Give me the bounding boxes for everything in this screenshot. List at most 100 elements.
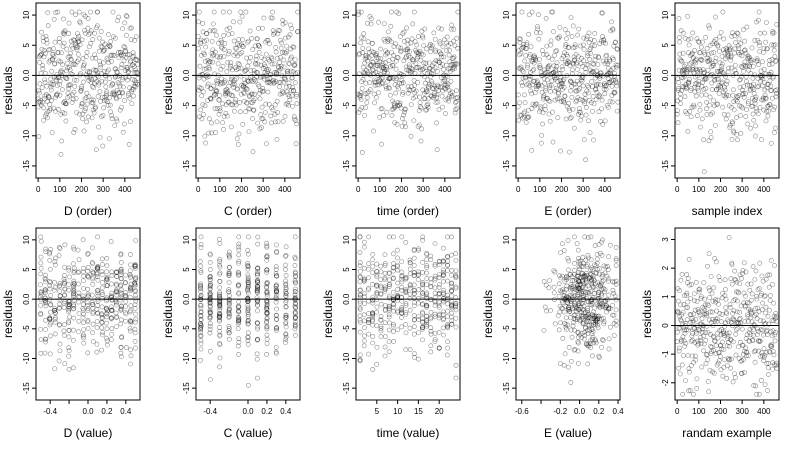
- x-tick-label: 200: [235, 185, 249, 194]
- scatter-point: [225, 90, 230, 96]
- x-tick-label: 5: [375, 407, 380, 416]
- scatter-point: [607, 59, 612, 64]
- scatter-point: [432, 262, 438, 267]
- scatter-point: [554, 64, 559, 69]
- scatter-point: [58, 68, 64, 73]
- scatter-point: [449, 318, 455, 324]
- scatter-point: [227, 9, 232, 15]
- scatter-point: [211, 83, 217, 89]
- scatter-point: [677, 371, 683, 377]
- scatter-point: [226, 265, 232, 270]
- scatter-point: [245, 280, 251, 286]
- scatter-point: [36, 134, 42, 140]
- scatter-point: [252, 91, 257, 97]
- scatter-point: [237, 51, 243, 57]
- scatter-point: [571, 45, 576, 51]
- scatter-point: [447, 59, 453, 65]
- scatter-point: [400, 89, 406, 95]
- scatter-point: [236, 303, 242, 309]
- scatter-point: [525, 62, 531, 68]
- scatter-point: [573, 99, 579, 105]
- scatter-point: [713, 37, 719, 42]
- scatter-point: [99, 315, 105, 321]
- scatter-point: [367, 80, 373, 85]
- scatter-point: [357, 352, 363, 358]
- scatter-point: [104, 256, 110, 261]
- scatter-point: [752, 97, 757, 103]
- scatter-point: [450, 55, 456, 61]
- scatter-point: [118, 276, 124, 281]
- scatter-point: [693, 279, 699, 285]
- scatter-point: [700, 39, 705, 45]
- scatter-point: [701, 348, 706, 354]
- scatter-point: [772, 54, 778, 59]
- scatter-point: [71, 303, 77, 309]
- scatter-point: [419, 51, 424, 57]
- scatter-point: [132, 330, 138, 336]
- scatter-point: [88, 79, 94, 85]
- scatter-point: [611, 89, 617, 95]
- scatter-point: [586, 39, 592, 45]
- scatter-point: [701, 280, 707, 286]
- scatter-point: [264, 267, 270, 273]
- scatter-point: [390, 329, 396, 334]
- scatter-point: [531, 78, 536, 84]
- scatter-point: [683, 84, 688, 89]
- scatter-point: [727, 47, 732, 53]
- scatter-point: [113, 300, 119, 306]
- scatter-point: [716, 274, 722, 280]
- scatter-point: [90, 302, 95, 308]
- scatter-point: [697, 102, 703, 107]
- scatter-point: [560, 81, 565, 87]
- scatter-point: [283, 262, 288, 268]
- scatter-point: [517, 52, 522, 58]
- scatter-point: [104, 89, 110, 95]
- scatter-point: [390, 76, 396, 81]
- scatter-point: [264, 281, 270, 287]
- scatter-point: [424, 313, 430, 319]
- scatter-point: [133, 311, 138, 317]
- scatter-point: [79, 86, 84, 92]
- scatter-point: [684, 67, 690, 72]
- scatter-point: [357, 260, 363, 266]
- x-tick-label: 0: [675, 407, 680, 416]
- scatter-point: [599, 106, 605, 112]
- scatter-point: [264, 324, 270, 330]
- scatter-point: [234, 45, 239, 51]
- scatter-point: [675, 98, 681, 104]
- scatter-point: [613, 39, 619, 45]
- scatter-point: [401, 38, 407, 44]
- scatter-point: [540, 96, 546, 102]
- scatter-point: [364, 95, 370, 100]
- scatter-point: [418, 67, 423, 73]
- scatter-point: [613, 263, 619, 268]
- scatter-point: [425, 101, 431, 107]
- scatter-point: [133, 276, 138, 281]
- y-tick-label: 10: [22, 10, 31, 19]
- scatter-point: [566, 258, 572, 264]
- scatter-point: [128, 347, 134, 353]
- scatter-point: [566, 345, 572, 350]
- scatter-point: [56, 358, 62, 364]
- scatter-point: [236, 305, 241, 310]
- scatter-point: [242, 80, 248, 86]
- scatter-point: [687, 108, 693, 114]
- scatter-point: [726, 93, 732, 99]
- scatter-point: [382, 353, 388, 359]
- scatter-point: [681, 302, 687, 307]
- scatter-point: [411, 255, 417, 261]
- scatter-point: [242, 85, 248, 91]
- scatter-point: [204, 37, 209, 43]
- scatter-point: [75, 31, 80, 36]
- scatter-point: [565, 60, 570, 66]
- scatter-point: [420, 52, 426, 58]
- scatter-point: [379, 81, 385, 87]
- scatter-point: [247, 94, 253, 100]
- scatter-point: [682, 73, 687, 79]
- scatter-point: [563, 315, 569, 321]
- scatter-point: [448, 41, 453, 46]
- scatter-point: [41, 48, 47, 53]
- scatter-point: [763, 96, 769, 101]
- scatter-point: [61, 276, 67, 282]
- scatter-point: [428, 276, 434, 282]
